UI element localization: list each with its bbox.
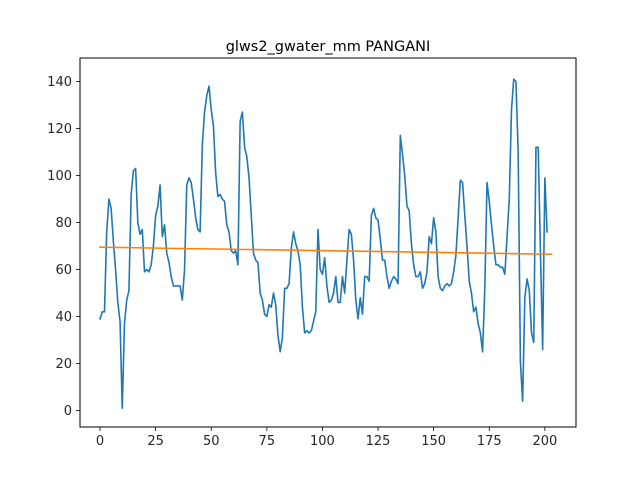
- series-line-2: [99, 246, 553, 256]
- series-line-1: [99, 78, 548, 410]
- x-tick-label: 50: [203, 434, 220, 449]
- x-tick-label: 200: [532, 434, 557, 449]
- x-tick-label: 175: [477, 434, 502, 449]
- y-tick-label: 40: [55, 310, 72, 325]
- x-tick-label: 75: [259, 434, 276, 449]
- x-tick-label: 150: [421, 434, 446, 449]
- y-tick-label: 60: [55, 263, 72, 278]
- axes-frame: [79, 57, 577, 428]
- x-tick-label: 100: [310, 434, 335, 449]
- y-tick-label: 100: [47, 169, 72, 184]
- x-tick-label: 125: [366, 434, 391, 449]
- y-tick-label: 0: [64, 404, 72, 419]
- y-tick-label: 80: [55, 216, 72, 231]
- x-axis: 0 25 50 75 100 125 150 175 200: [96, 427, 557, 449]
- x-tick-label: 0: [96, 434, 104, 449]
- y-tick-label: 120: [47, 122, 72, 137]
- y-tick-label: 140: [47, 75, 72, 90]
- plot-area: [79, 57, 577, 428]
- chart-title: glws2_gwater_mm PANGANI: [226, 39, 431, 55]
- series-layer: [99, 78, 553, 410]
- y-axis: 0 20 40 60 80 100 120 140: [47, 75, 80, 419]
- x-tick-label: 25: [147, 434, 164, 449]
- y-tick-label: 20: [55, 357, 72, 372]
